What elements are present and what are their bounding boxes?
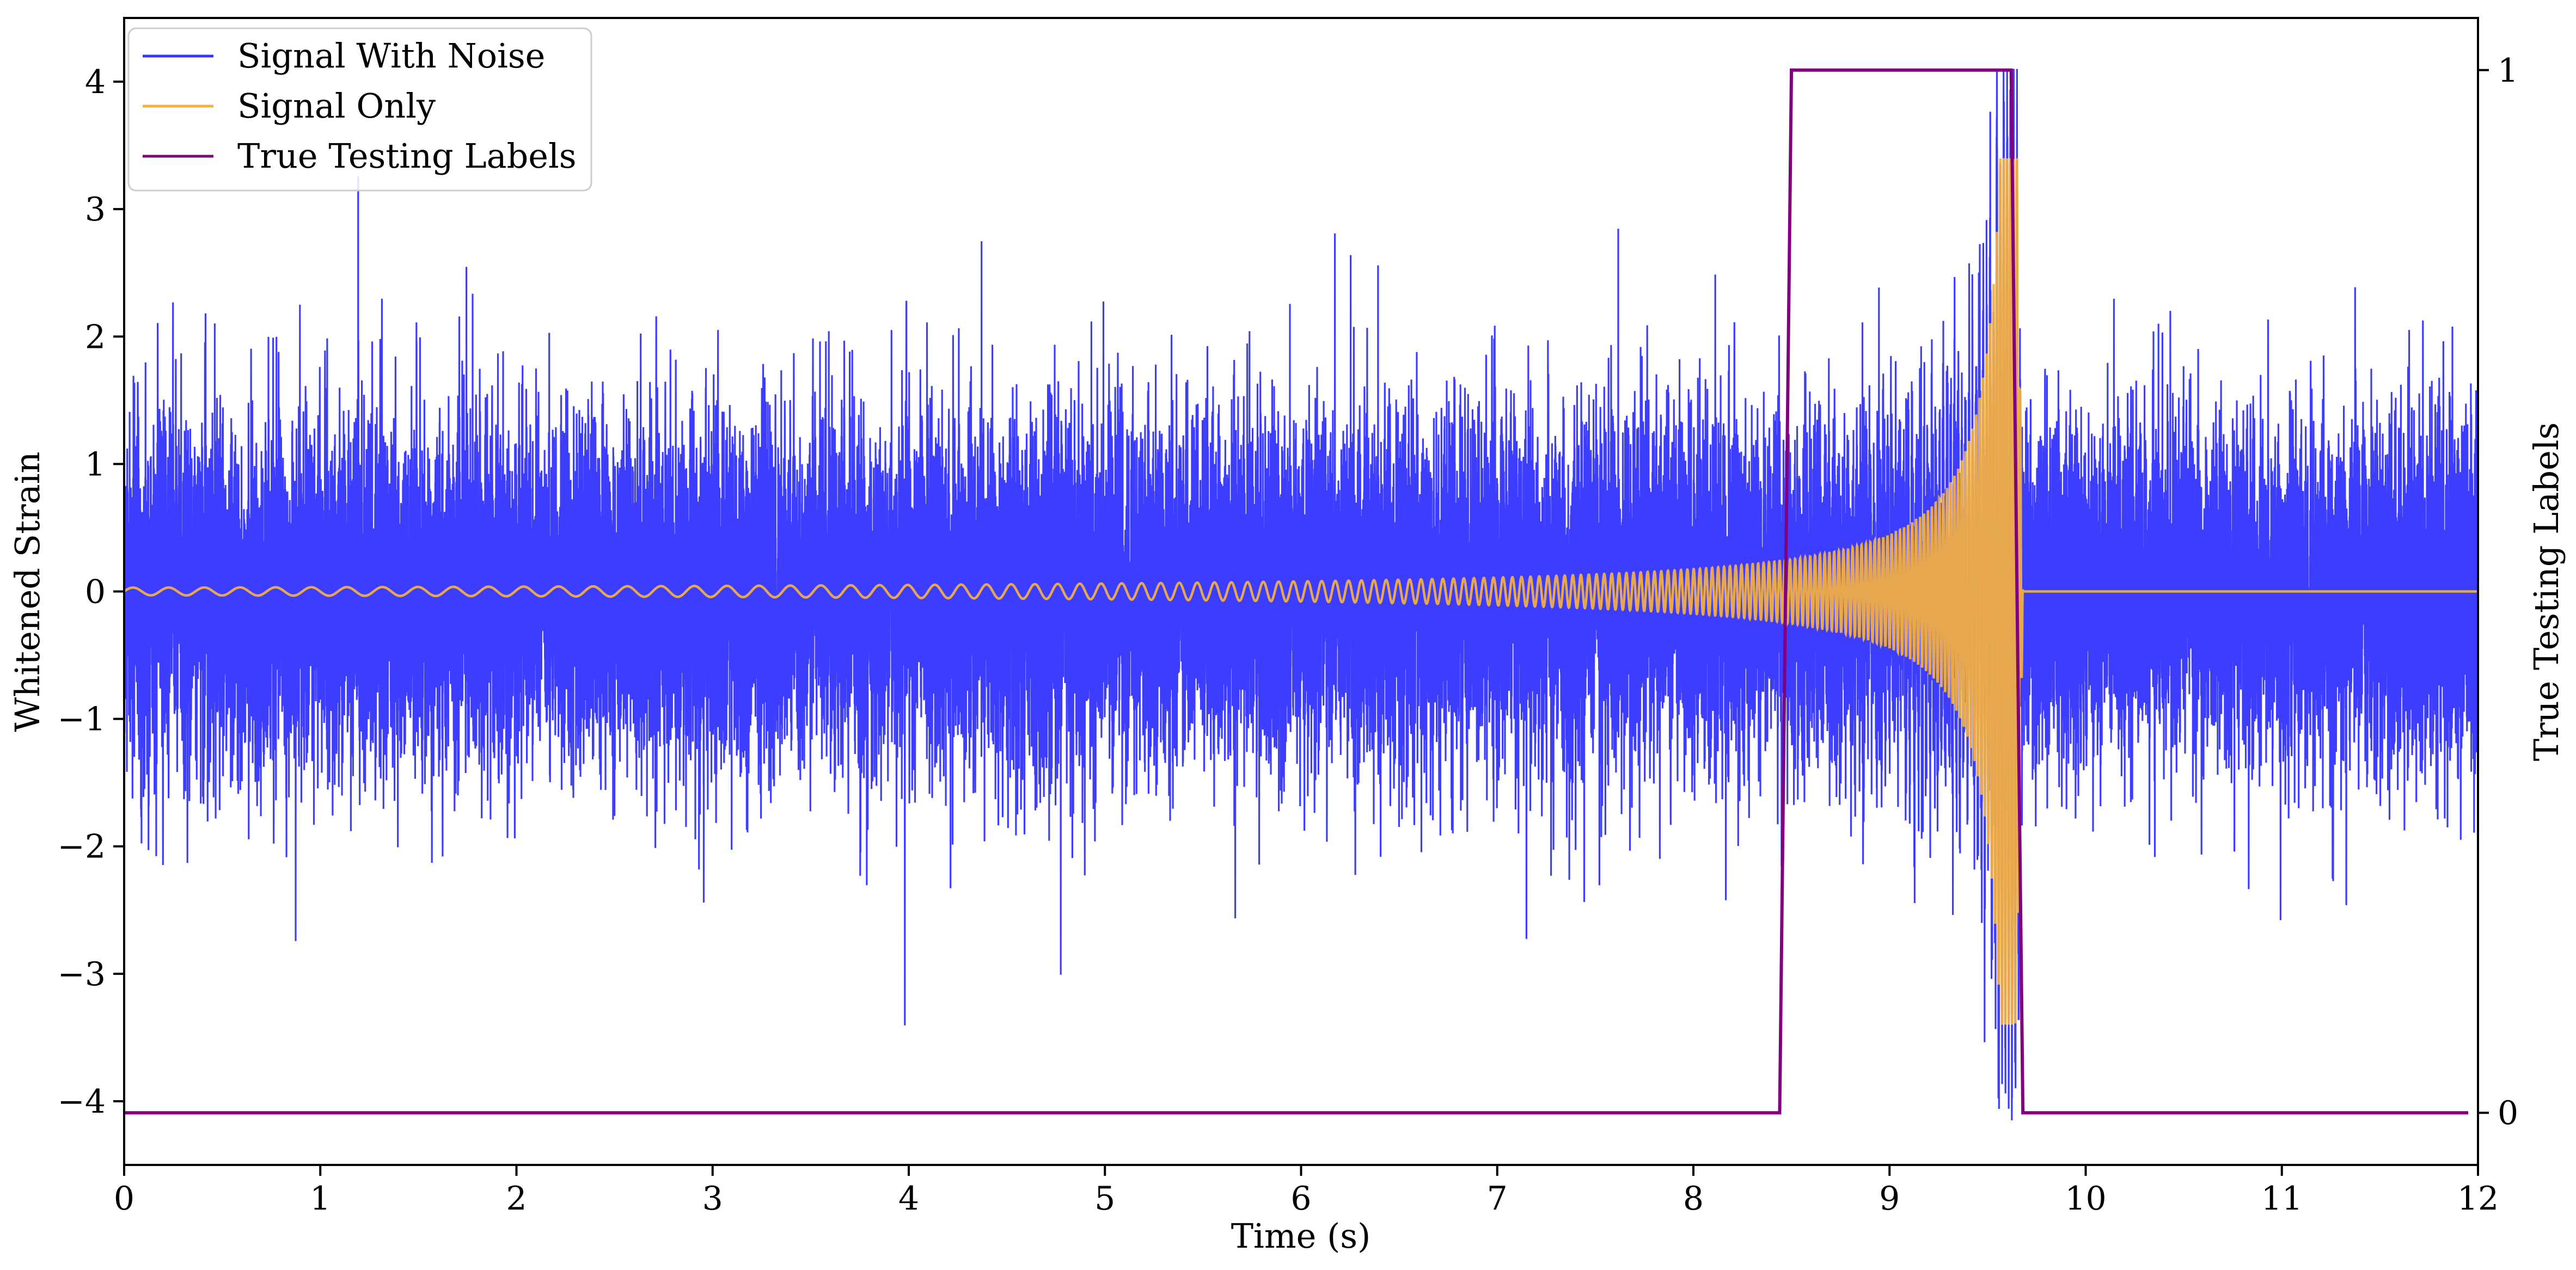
signal-with-noise-line — [124, 69, 2478, 1121]
signal-only-line — [124, 158, 2478, 1025]
y-axis-right: 01 — [2478, 52, 2518, 1132]
x-tick-label: 12 — [2457, 1180, 2499, 1218]
true-testing-labels-line — [124, 68, 2468, 1115]
legend-box — [127, 27, 592, 192]
series-signal-with-noise — [124, 69, 2478, 1121]
legend-label-signal-only: Signal Only — [237, 86, 436, 126]
y-axis-title: Whitened Strain — [8, 452, 47, 732]
x-axis-title: Time (s) — [1231, 1216, 1371, 1256]
series-true-testing-labels — [124, 68, 2468, 1115]
y-tick-label: 2 — [85, 318, 106, 356]
y2-tick-label: 1 — [2498, 52, 2518, 90]
legend-label-true-testing-labels: True Testing Labels — [237, 136, 577, 176]
y-tick-label: −2 — [58, 828, 106, 866]
x-tick-label: 7 — [1487, 1180, 1508, 1218]
y2-tick-label: 0 — [2498, 1094, 2518, 1132]
x-tick-label: 10 — [2065, 1180, 2106, 1218]
x-tick-label: 11 — [2261, 1180, 2303, 1218]
x-tick-label: 8 — [1683, 1180, 1704, 1218]
y-tick-label: −4 — [58, 1083, 106, 1121]
legend: Signal With Noise Signal Only True Testi… — [127, 27, 592, 192]
x-tick-label: 3 — [702, 1180, 723, 1218]
x-axis: 0 1 2 3 4 5 6 7 8 9 10 11 12 — [114, 1165, 2499, 1218]
x-tick-label: 9 — [1879, 1180, 1900, 1218]
x-tick-label: 0 — [114, 1180, 134, 1218]
series-signal-only — [124, 158, 2478, 1025]
y-tick-label: 3 — [85, 191, 106, 229]
y2-axis-title: True Testing Labels — [2526, 422, 2566, 762]
y-tick-label: 0 — [85, 573, 106, 611]
x-tick-label: 6 — [1290, 1180, 1311, 1218]
y-tick-label: 1 — [85, 445, 106, 483]
x-tick-label: 2 — [506, 1180, 527, 1218]
x-tick-label: 1 — [310, 1180, 331, 1218]
y-tick-label: 4 — [85, 63, 106, 101]
y-tick-label: −1 — [58, 701, 106, 739]
y-tick-label: −3 — [58, 955, 106, 993]
x-tick-label: 4 — [898, 1180, 919, 1218]
x-tick-label: 5 — [1094, 1180, 1115, 1218]
y-axis-left: −4 −3 −2 −1 0 1 2 3 4 — [58, 63, 124, 1121]
legend-label-signal-with-noise: Signal With Noise — [237, 36, 545, 76]
